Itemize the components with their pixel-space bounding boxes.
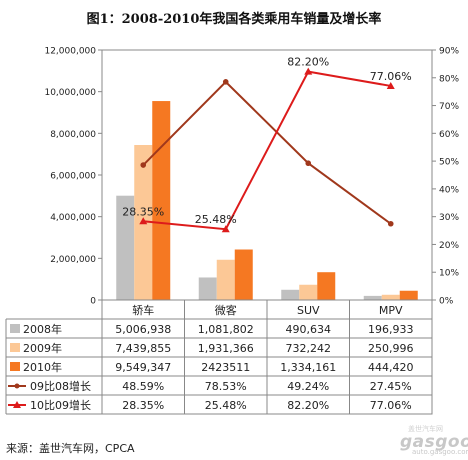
bar-2010 [152,101,171,300]
table-cell: 9,549,347 [115,361,171,374]
y2-tick-label: 60% [439,130,459,140]
y-tick-label: 2,000,000 [50,255,96,265]
category-label: 微客 [215,303,237,317]
marker-10vs09 [304,67,313,75]
legend-label: 2009年 [23,341,62,355]
marker-10vs09 [221,225,230,233]
bar-2008 [198,277,217,300]
table-cell: 196,933 [368,323,414,336]
legend-label: 2008年 [23,322,62,336]
y-tick-label: 12,000,000 [44,47,96,57]
table-cell: 48.59% [122,380,164,393]
legend-swatch [10,362,20,371]
marker-10vs09 [386,81,395,89]
y2-tick-label: 50% [439,158,459,168]
legend-label: 10比09增长 [30,398,91,412]
legend-label: 09比08增长 [30,379,91,393]
y2-tick-label: 20% [439,241,459,251]
legend-swatch [10,324,20,333]
table-cell: 1,334,161 [280,361,336,374]
logo-url: auto.gasgoo.com [412,448,468,456]
y-tick-label: 4,000,000 [50,213,96,223]
y2-tick-label: 40% [439,185,459,195]
table-cell: 82.20% [287,399,329,412]
legend-swatch [10,343,20,352]
y2-tick-label: 30% [439,213,459,223]
category-label: SUV [297,304,320,317]
legend-marker [14,383,20,389]
y2-tick-label: 80% [439,74,459,84]
marker-09vs08 [387,220,394,227]
table-cell: 2423511 [201,361,250,374]
y2-tick-label: 70% [439,102,459,112]
logo-brand: gasgoo [400,432,468,452]
line-10vs09 [143,70,391,231]
marker-10vs09 [139,217,148,225]
table-cell: 732,242 [286,342,332,355]
table-cell: 5,006,938 [115,323,171,336]
gasgoo-logo: 盖世汽车网 gasgoo auto.gasgoo.com [382,424,468,456]
table-cell: 7,439,855 [115,342,171,355]
line-09vs08 [142,80,392,225]
y2-tick-label: 0% [439,297,454,307]
source-note: 来源：盖世汽车网，CPCA [6,442,135,455]
y-tick-label: 10,000,000 [44,88,96,98]
table-cell: 27.45% [370,380,412,393]
table-cell: 77.06% [370,399,412,412]
point-label-10vs09: 82.20% [287,56,329,69]
table-cell: 49.24% [287,380,329,393]
point-label-10vs09: 28.35% [122,205,164,218]
table-cell: 78.53% [205,380,247,393]
legend-label: 2010年 [23,360,62,374]
bar-2009 [381,294,400,300]
table-cell: 28.35% [122,399,164,412]
bar-2008 [363,295,382,300]
point-label-10vs09: 25.48% [195,213,237,226]
table-cell: 25.48% [205,399,247,412]
y-tick-label: 0 [90,297,96,307]
table-cell: 1,931,366 [198,342,254,355]
y2-tick-label: 10% [439,269,459,279]
y2-tick-label: 90% [439,47,459,57]
marker-09vs08 [140,162,147,168]
bar-2009 [299,284,318,300]
table-cell: 1,081,802 [198,323,254,336]
category-label: 轿车 [132,303,154,317]
bar-2009 [216,259,235,300]
table-cell: 250,996 [368,342,414,355]
table-cell: 444,420 [368,361,414,374]
legend-marker [13,401,21,408]
category-label: MPV [379,304,403,317]
point-label-10vs09: 77.06% [370,70,412,83]
table-cell: 490,634 [286,323,332,336]
chart-title: 图1：2008-2010年我国各类乘用车销量及增长率 [86,12,382,27]
y-tick-label: 6,000,000 [50,172,96,182]
bar-2010 [317,272,336,300]
marker-09vs08 [305,160,312,167]
logo-subtext: 盖世汽车网 [408,425,443,433]
marker-09vs08 [222,79,229,85]
y-tick-label: 8,000,000 [50,130,96,140]
bar-2008 [116,195,135,300]
bar-2008 [281,289,300,300]
chart-svg: 0 2,000,000 4,000,000 6,000,000 8,000,000 10,… [5,47,459,415]
bar-2010 [234,249,253,300]
bar-2010 [399,290,418,300]
